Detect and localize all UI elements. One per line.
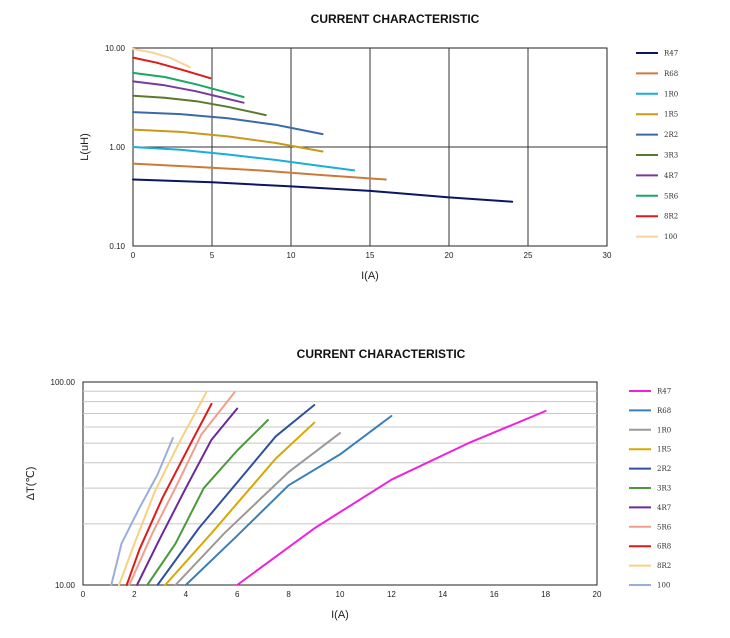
plot-area: [82, 381, 598, 586]
y-tick-label: 0.10: [109, 242, 125, 251]
x-tick-label: 15: [366, 251, 375, 260]
x-tick-label: 20: [445, 251, 454, 260]
legend-label-100: 100: [657, 582, 670, 590]
x-tick-label: 25: [524, 251, 533, 260]
x-tick-label: 10: [287, 251, 296, 260]
legend-label-4r7: 4R7: [657, 504, 671, 512]
series-line-8r2: [132, 56, 212, 80]
series-line-100: [132, 47, 191, 69]
legend-label-3r3: 3R3: [664, 152, 678, 160]
legend-label-r68: R68: [664, 70, 678, 78]
series-line-100: [110, 437, 174, 586]
legend-label-1r5: 1R5: [664, 111, 678, 119]
legend-label-8r2: 8R2: [657, 562, 671, 570]
legend-label-5r6: 5R6: [664, 192, 679, 200]
x-tick-label: 16: [490, 590, 499, 599]
x-tick-label: 8: [286, 590, 291, 599]
series-line-4r7: [136, 407, 239, 586]
legend-label-1r5: 1R5: [657, 446, 671, 454]
x-tick-label: 4: [184, 590, 189, 599]
legend-label-1r0: 1R0: [657, 426, 671, 434]
temperature-rise-chart: CURRENT CHARACTERISTIC 0 2 4 6 8 10 12 14 16 18 20 1…: [0, 335, 730, 638]
legend-label-r68: R68: [657, 407, 671, 415]
x-tick-label: 18: [541, 590, 550, 599]
x-tick-label: 6: [235, 590, 240, 599]
series-line-6r8: [125, 402, 213, 586]
legend-label-r47: R47: [664, 50, 678, 58]
series-line-3r3: [146, 419, 269, 586]
series-line-r68: [184, 415, 393, 586]
series-line-5r6: [128, 391, 236, 586]
legend-label-2r2: 2R2: [664, 131, 678, 139]
series-line-1r0: [132, 146, 356, 172]
x-tick-label: 10: [336, 590, 345, 599]
chart-title: CURRENT CHARACTERISTIC: [311, 12, 480, 26]
series-line-r68: [132, 162, 387, 181]
chart-title: CURRENT CHARACTERISTIC: [297, 347, 466, 361]
y-tick-label: 1.00: [109, 143, 125, 152]
legend-label-1r0: 1R0: [664, 90, 678, 98]
series-line-2r2: [132, 111, 324, 136]
x-tick-label: 2: [132, 590, 137, 599]
series-line-8r2: [118, 391, 208, 586]
x-tick-label: 20: [593, 590, 602, 599]
y-tick-label: 100.00: [51, 378, 76, 387]
legend-label-100: 100: [664, 233, 677, 241]
inductance-chart: CURRENT CHARACTERISTIC 0 5 10 15 20 25 30 0.10 1.…: [0, 0, 730, 300]
y-axis-label: L(uH): [79, 133, 91, 161]
series-line-1r5: [164, 421, 316, 586]
legend-label-r47: R47: [657, 388, 671, 396]
temperature-rise-chart-svg: CURRENT CHARACTERISTIC 0 2 4 6 8 10 12 14 16 18 20 1…: [25, 347, 672, 621]
series-line-4r7: [132, 80, 245, 104]
x-tick-label: 5: [210, 251, 215, 260]
inductance-chart-svg: CURRENT CHARACTERISTIC 0 5 10 15 20 25 30 0.10 1.…: [79, 12, 679, 282]
legend-label-4r7: 4R7: [664, 172, 678, 180]
series-line-1r5: [132, 128, 324, 153]
x-axis-label: I(A): [331, 609, 349, 621]
legend-label-2r2: 2R2: [657, 465, 671, 473]
x-tick-label: 0: [131, 251, 136, 260]
legend-label-8r2: 8R2: [664, 213, 678, 221]
x-tick-label: 0: [81, 590, 86, 599]
series-line-2r2: [156, 404, 316, 586]
x-tick-label: 30: [603, 251, 612, 260]
y-tick-label: 10.00: [105, 44, 126, 53]
y-axis-label: ΔT(℃): [25, 467, 37, 501]
x-axis-label: I(A): [361, 270, 379, 282]
series-line-3r3: [132, 94, 267, 117]
legend-label-6r8: 6R8: [657, 543, 671, 551]
legend-label-5r6: 5R6: [657, 523, 672, 531]
series-line-1r0: [174, 432, 341, 586]
y-tick-label: 10.00: [55, 581, 76, 590]
series-line-r47: [236, 410, 547, 586]
legend-label-3r3: 3R3: [657, 485, 671, 493]
x-tick-label: 12: [387, 590, 396, 599]
series-line-5r6: [132, 71, 245, 98]
x-tick-label: 14: [438, 590, 447, 599]
series-line-r47: [132, 178, 514, 203]
